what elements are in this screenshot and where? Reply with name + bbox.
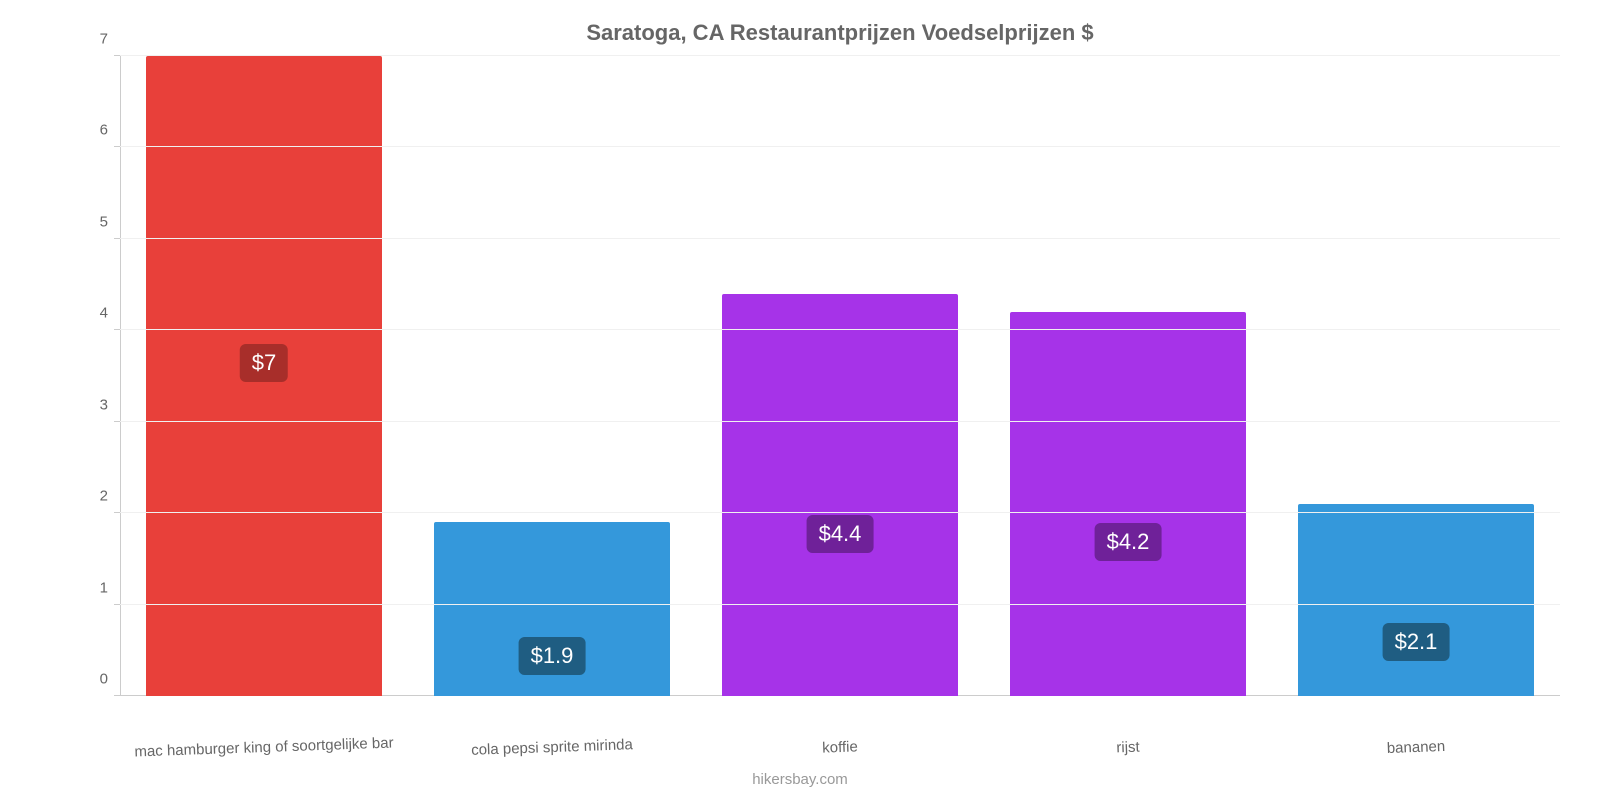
- y-tick-label: 0: [100, 671, 120, 688]
- grid-line: [120, 55, 1560, 56]
- y-tick-mark: [114, 55, 120, 56]
- y-tick-mark: [114, 238, 120, 239]
- y-tick-label: 2: [100, 488, 120, 505]
- y-tick-label: 6: [100, 122, 120, 139]
- y-tick-mark: [114, 604, 120, 605]
- y-tick-mark: [114, 695, 120, 696]
- bar: $4.4: [722, 294, 958, 696]
- x-axis-label: bananen: [1272, 734, 1560, 761]
- x-axis-label: mac hamburger king of soortgelijke bar: [120, 734, 408, 761]
- grid-line: [120, 604, 1560, 605]
- value-badge: $7: [240, 344, 288, 382]
- y-tick-mark: [114, 421, 120, 422]
- bar-slot: $2.1: [1272, 56, 1560, 696]
- value-badge: $2.1: [1383, 623, 1450, 661]
- value-badge: $4.2: [1095, 523, 1162, 561]
- x-axis-label: cola pepsi sprite mirinda: [408, 734, 696, 761]
- x-axis-labels: mac hamburger king of soortgelijke barco…: [120, 739, 1560, 756]
- bar-slot: $4.2: [984, 56, 1272, 696]
- value-badge: $4.4: [807, 515, 874, 553]
- y-tick-label: 1: [100, 579, 120, 596]
- grid-line: [120, 512, 1560, 513]
- y-tick-label: 7: [100, 31, 120, 48]
- bar-slot: $4.4: [696, 56, 984, 696]
- grid-line: [120, 238, 1560, 239]
- bar-slot: $1.9: [408, 56, 696, 696]
- grid-line: [120, 146, 1560, 147]
- x-axis-label: rijst: [984, 734, 1272, 761]
- grid-line: [120, 421, 1560, 422]
- bar: $7: [146, 56, 382, 696]
- y-tick-mark: [114, 146, 120, 147]
- bar-slot: $7: [120, 56, 408, 696]
- plot-area: $7$1.9$4.4$4.2$2.1 01234567: [120, 56, 1560, 696]
- chart-title: Saratoga, CA Restaurantprijzen Voedselpr…: [120, 20, 1560, 46]
- bar: $2.1: [1298, 504, 1534, 696]
- x-axis-label: koffie: [696, 734, 984, 761]
- value-badge: $1.9: [519, 637, 586, 675]
- bar: $1.9: [434, 522, 670, 696]
- chart-footer: hikersbay.com: [0, 771, 1600, 788]
- bar-chart: Saratoga, CA Restaurantprijzen Voedselpr…: [0, 0, 1600, 800]
- grid-line: [120, 329, 1560, 330]
- bar: $4.2: [1010, 312, 1246, 696]
- y-tick-mark: [114, 329, 120, 330]
- y-tick-label: 4: [100, 305, 120, 322]
- bars-container: $7 $1.9 $4.4 $4.2 $2.1: [120, 56, 1560, 696]
- y-tick-mark: [114, 512, 120, 513]
- y-tick-label: 3: [100, 396, 120, 413]
- y-tick-label: 5: [100, 213, 120, 230]
